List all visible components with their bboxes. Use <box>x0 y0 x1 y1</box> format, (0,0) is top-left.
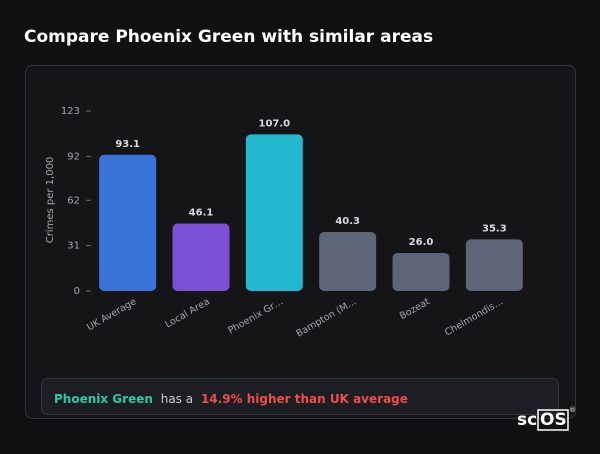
y-tick-label: 92 <box>67 151 80 162</box>
y-tick-label: 123 <box>61 106 80 117</box>
note-highlight: 14.9% higher than UK average <box>201 392 408 406</box>
note-area: Phoenix Green <box>54 392 153 406</box>
bar <box>245 134 303 291</box>
y-tick-label: 0 <box>74 286 80 297</box>
bar <box>319 232 377 291</box>
bar <box>99 154 157 291</box>
value-label: 107.0 <box>259 118 291 129</box>
y-axis-label: Crimes per 1,000 <box>45 157 56 244</box>
value-label: 26.0 <box>409 237 434 248</box>
note: Phoenix Green has a 14.9% higher than UK… <box>54 392 408 406</box>
note-box <box>41 378 559 415</box>
logo-box <box>537 409 569 431</box>
bar <box>172 223 230 291</box>
bar <box>465 239 523 291</box>
note-text: has a <box>161 392 193 406</box>
logo-boxed: OS <box>540 410 567 430</box>
y-tick-label: 62 <box>67 195 80 206</box>
y-tick-label: 31 <box>67 241 80 252</box>
logo-mark: ® <box>569 406 576 414</box>
value-label: 35.3 <box>482 223 507 234</box>
value-label: 40.3 <box>335 216 360 227</box>
value-label: 93.1 <box>115 139 140 150</box>
value-label: 46.1 <box>189 208 214 219</box>
logo-prefix: sc <box>517 410 537 430</box>
bar <box>392 252 450 291</box>
page-title: Compare Phoenix Green with similar areas <box>24 27 433 47</box>
